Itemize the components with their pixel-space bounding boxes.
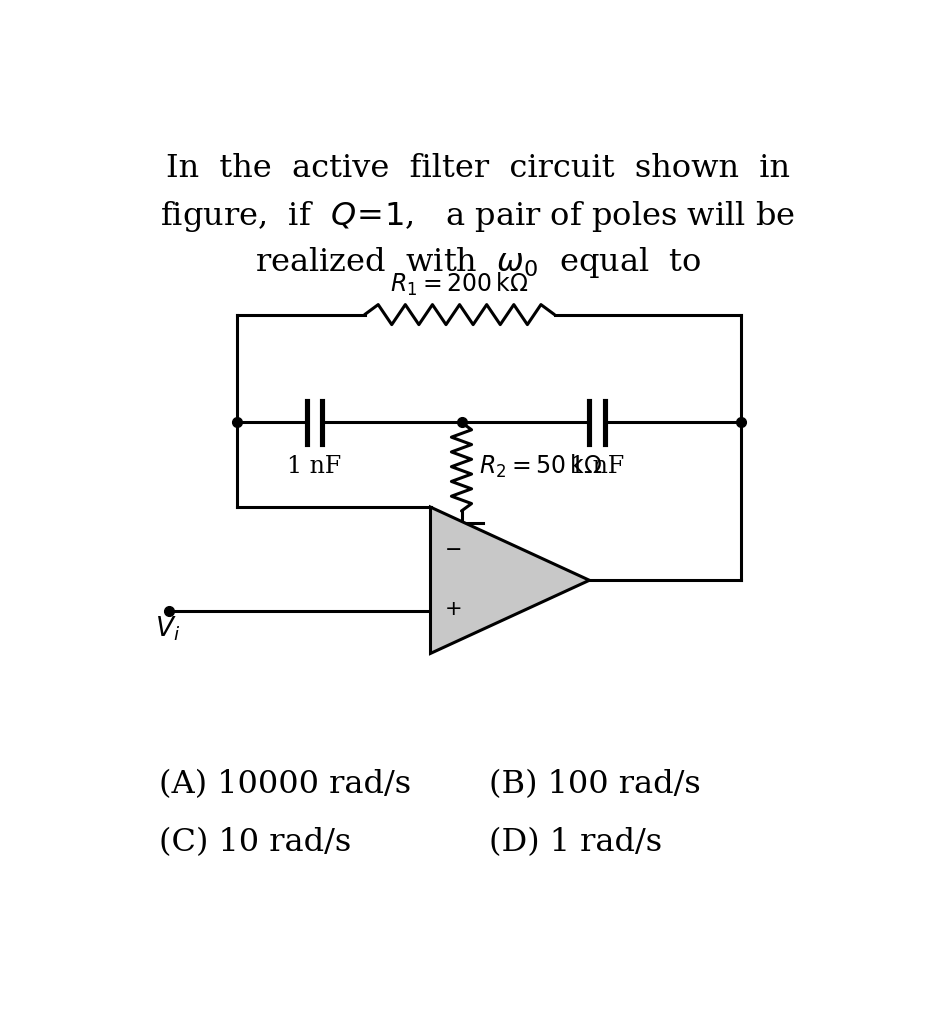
Text: $-$: $-$ bbox=[444, 538, 462, 558]
Text: (C) 10 rad/s: (C) 10 rad/s bbox=[160, 826, 352, 858]
Text: $V_i$: $V_i$ bbox=[156, 614, 180, 643]
Text: $R_2 = 50\,\mathrm{k}\Omega$: $R_2 = 50\,\mathrm{k}\Omega$ bbox=[479, 453, 602, 480]
Text: (A) 10000 rad/s: (A) 10000 rad/s bbox=[160, 769, 411, 800]
Text: 1 nF: 1 nF bbox=[287, 455, 341, 478]
Text: realized  with  $\omega_0$  equal  to: realized with $\omega_0$ equal to bbox=[255, 246, 701, 281]
Text: (B) 100 rad/s: (B) 100 rad/s bbox=[489, 769, 701, 800]
Polygon shape bbox=[430, 507, 590, 653]
Text: $+$: $+$ bbox=[444, 599, 462, 620]
Text: (D) 1 rad/s: (D) 1 rad/s bbox=[489, 826, 661, 858]
Text: In  the  active  filter  circuit  shown  in: In the active filter circuit shown in bbox=[166, 153, 789, 184]
Text: figure,  if  $Q\!=\!1$,   a pair of poles will be: figure, if $Q\!=\!1$, a pair of poles wi… bbox=[160, 199, 795, 234]
Text: 1 nF: 1 nF bbox=[570, 455, 624, 478]
Text: $R_1 = 200\,\mathrm{k}\Omega$: $R_1 = 200\,\mathrm{k}\Omega$ bbox=[390, 270, 529, 298]
